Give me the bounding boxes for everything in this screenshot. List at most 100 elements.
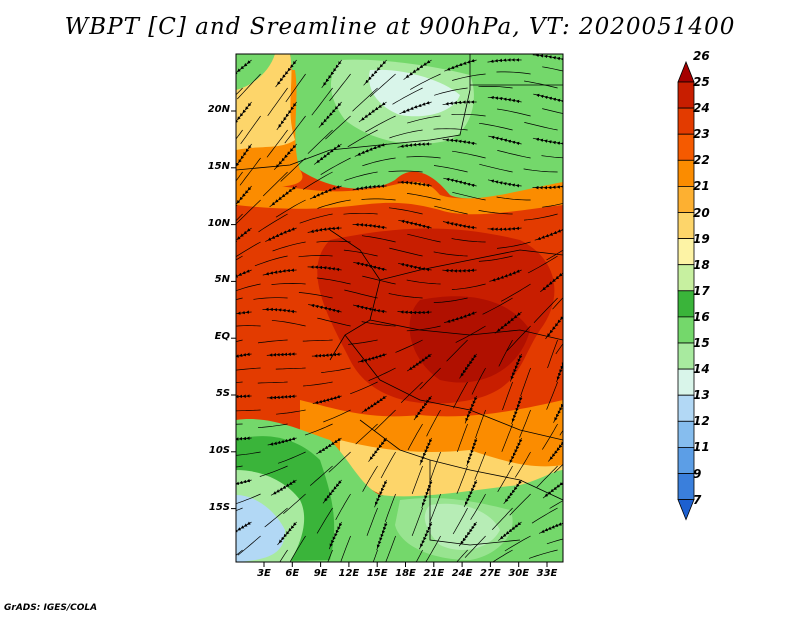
streamline bbox=[275, 199, 306, 218]
streamline bbox=[368, 437, 387, 462]
streamline bbox=[236, 436, 252, 442]
streamline bbox=[298, 292, 333, 299]
streamline bbox=[433, 128, 468, 131]
streamline bbox=[299, 213, 333, 224]
streamline bbox=[496, 71, 531, 75]
colorbar-label: 24 bbox=[693, 101, 710, 116]
streamline bbox=[527, 255, 558, 274]
streamline bbox=[532, 184, 563, 190]
streamline bbox=[451, 238, 486, 243]
streamline bbox=[452, 507, 468, 535]
colorbar-label: 20 bbox=[693, 205, 710, 220]
streamline bbox=[478, 86, 513, 89]
streamline bbox=[532, 54, 563, 62]
streamline bbox=[271, 283, 306, 285]
streamline bbox=[362, 275, 396, 285]
streamline bbox=[352, 222, 387, 230]
streamline bbox=[388, 170, 423, 173]
streamline bbox=[464, 395, 478, 424]
streamline bbox=[407, 423, 423, 451]
streamline bbox=[407, 115, 441, 124]
streamline bbox=[267, 87, 288, 117]
streamline bbox=[302, 339, 333, 342]
colorbar-label: 18 bbox=[693, 257, 710, 272]
streamline bbox=[549, 500, 563, 509]
streamline bbox=[458, 521, 477, 547]
streamline bbox=[433, 251, 468, 257]
colorbar-swatch bbox=[677, 81, 695, 109]
streamline bbox=[236, 507, 243, 512]
streamline bbox=[303, 171, 333, 190]
streamline bbox=[308, 303, 342, 314]
streamline bbox=[400, 381, 423, 403]
streamline bbox=[452, 191, 486, 201]
streamline bbox=[546, 249, 563, 261]
streamline bbox=[388, 207, 423, 215]
colorbar-label: 13 bbox=[693, 388, 710, 403]
credit-text: GrADS: IGES/COLA bbox=[4, 603, 98, 613]
streamline bbox=[500, 283, 531, 302]
colorbar-swatch bbox=[677, 238, 695, 266]
lon-label: 9E bbox=[313, 568, 328, 579]
streamline bbox=[478, 210, 513, 215]
chart-title: WBPT [C] and Sreamline at 900hPa, VT: 20… bbox=[64, 14, 736, 40]
streamline bbox=[311, 87, 333, 116]
streamline bbox=[456, 465, 468, 494]
streamline bbox=[266, 352, 297, 357]
streamline bbox=[501, 423, 513, 452]
colorbar-swatch bbox=[677, 212, 695, 240]
streamline bbox=[547, 339, 558, 369]
streamline bbox=[365, 115, 396, 133]
streamline bbox=[479, 163, 513, 173]
colorbar bbox=[677, 60, 695, 521]
streamline bbox=[442, 138, 477, 146]
country-borders bbox=[236, 54, 563, 546]
streamline bbox=[542, 108, 563, 114]
streamline bbox=[489, 269, 522, 282]
streamline bbox=[459, 353, 477, 379]
streamline bbox=[453, 381, 468, 409]
streamline bbox=[236, 549, 243, 556]
streamline bbox=[283, 493, 306, 515]
streamline bbox=[313, 143, 342, 165]
streamline bbox=[451, 113, 486, 117]
streamline bbox=[322, 479, 342, 504]
streamline bbox=[343, 249, 378, 257]
streamline bbox=[496, 196, 531, 201]
colorbar-label: 15 bbox=[693, 336, 710, 350]
streamline bbox=[548, 438, 563, 462]
streamline bbox=[430, 451, 441, 481]
streamline bbox=[236, 59, 252, 80]
streamline bbox=[269, 185, 297, 208]
colorbar-label: 23 bbox=[693, 127, 710, 142]
colorbar-label: 22 bbox=[693, 153, 710, 168]
streamline bbox=[496, 241, 531, 249]
colorbar-label: 12 bbox=[693, 414, 710, 429]
streamline bbox=[540, 270, 563, 293]
streamline bbox=[478, 255, 513, 262]
streamline bbox=[498, 521, 522, 541]
streamline bbox=[307, 265, 342, 272]
streamline bbox=[236, 129, 243, 140]
streamline bbox=[388, 293, 423, 299]
streamline bbox=[446, 339, 468, 362]
streamline bbox=[502, 381, 513, 411]
colorbar-swatch bbox=[677, 316, 695, 344]
colorbar-swatch bbox=[677, 368, 695, 396]
streamline bbox=[280, 157, 306, 182]
streamline bbox=[491, 507, 513, 530]
streamline bbox=[479, 122, 513, 131]
streamline bbox=[271, 319, 306, 327]
streamline bbox=[264, 507, 288, 528]
streamline bbox=[353, 261, 387, 272]
streamline bbox=[380, 451, 396, 479]
streamline bbox=[533, 93, 563, 104]
streamline bbox=[475, 409, 486, 439]
streamline bbox=[545, 312, 563, 340]
streamline bbox=[316, 240, 351, 243]
streamline bbox=[257, 423, 288, 429]
streamline bbox=[343, 212, 378, 215]
streamline bbox=[532, 137, 563, 146]
streamline bbox=[389, 129, 423, 139]
